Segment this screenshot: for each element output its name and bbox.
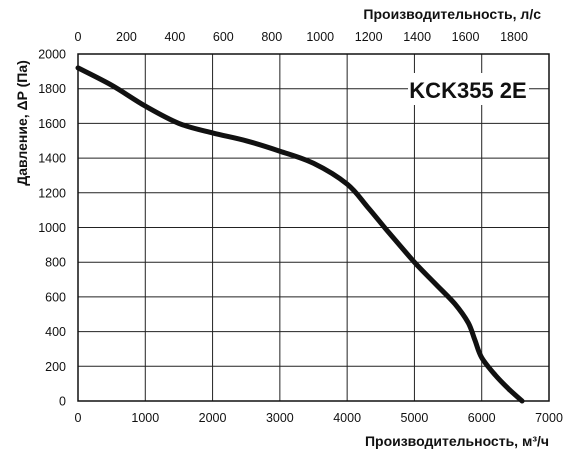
plot-frame [77, 53, 550, 402]
y-tick-label: 1800 [38, 82, 66, 96]
y-tick-label: 800 [45, 256, 66, 270]
y-tick-label: 1400 [38, 152, 66, 166]
y-tick-label: 0 [59, 395, 66, 409]
model-label-box [408, 73, 529, 105]
x-bottom-tick-label: 7000 [535, 411, 563, 425]
grid-lines [77, 53, 550, 402]
x-bottom-tick-label: 4000 [333, 411, 361, 425]
y-axis-ticks: 0 200 400 600 800 1000 1200 1400 1600 1800 2000 [38, 48, 66, 409]
x-top-tick-label: 600 [213, 30, 234, 44]
y-tick-label: 1000 [38, 221, 66, 235]
x-top-tick-label: 800 [261, 30, 282, 44]
x-top-tick-label: 200 [116, 30, 137, 44]
x-bottom-tick-label: 6000 [468, 411, 496, 425]
x-bottom-axis-title: Производительность, м³/ч [365, 433, 549, 449]
x-top-tick-label: 1600 [452, 30, 480, 44]
x-bottom-tick-label: 1000 [131, 411, 159, 425]
x-top-tick-label: 1200 [355, 30, 383, 44]
y-tick-label: 600 [45, 290, 66, 304]
x-top-tick-label: 1800 [500, 30, 528, 44]
x-top-axis-title: Производительность, л/с [363, 6, 541, 22]
y-tick-label: 2000 [38, 48, 66, 62]
x-bottom-tick-label: 5000 [401, 411, 429, 425]
x-top-tick-label: 0 [75, 30, 82, 44]
y-tick-label: 1200 [38, 186, 66, 200]
x-top-axis-ticks: 0 200 400 600 800 1000 1200 1400 1600 1800 [75, 30, 528, 44]
x-bottom-tick-label: 3000 [266, 411, 294, 425]
model-label: KCK355 2E [409, 78, 526, 103]
x-bottom-tick-label: 2000 [199, 411, 227, 425]
y-axis-title: Давление, ΔP (Па) [14, 60, 30, 186]
x-bottom-tick-label: 0 [75, 411, 82, 425]
x-top-tick-label: 1400 [403, 30, 431, 44]
x-bottom-axis-ticks: 0 1000 2000 3000 4000 5000 6000 7000 [75, 411, 563, 425]
y-tick-label: 1600 [38, 117, 66, 131]
y-tick-label: 400 [45, 325, 66, 339]
x-top-tick-label: 400 [164, 30, 185, 44]
y-tick-label: 200 [45, 360, 66, 374]
series-line [75, 65, 525, 404]
x-top-tick-label: 1000 [306, 30, 334, 44]
